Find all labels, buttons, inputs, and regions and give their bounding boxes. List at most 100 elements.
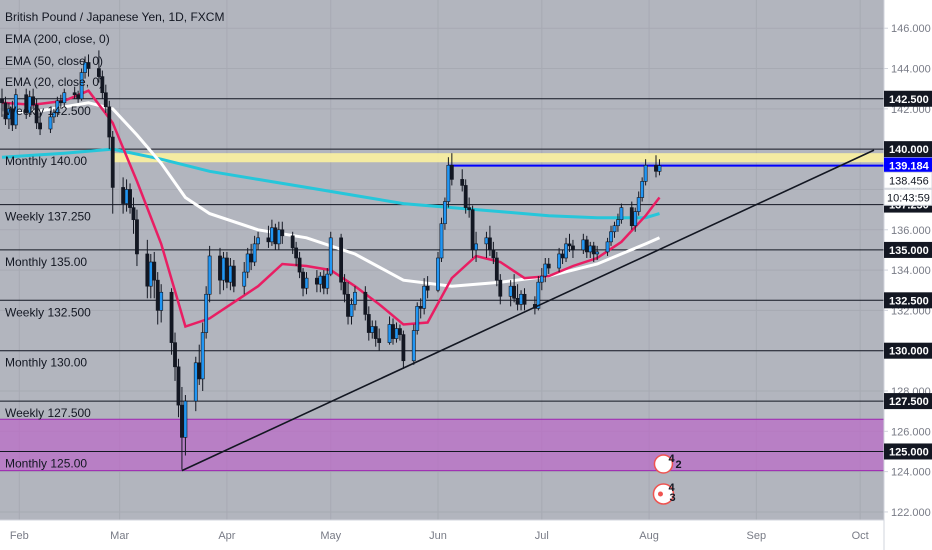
candle-body xyxy=(363,291,368,315)
candle-body xyxy=(270,227,274,243)
candle-body xyxy=(76,94,81,100)
candle-body xyxy=(13,94,18,126)
candle xyxy=(193,356,198,412)
candle-body xyxy=(31,96,36,106)
candle-body xyxy=(394,328,399,339)
indicator-ema200: EMA (200, close, 0) xyxy=(5,32,110,46)
x-tick-oct: Oct xyxy=(852,530,869,542)
indicator-ema50: EMA (50, close, 0) xyxy=(5,54,103,68)
candle-body xyxy=(591,245,596,255)
candle xyxy=(636,191,641,216)
candle-body xyxy=(266,237,271,243)
candle-body xyxy=(415,306,420,331)
candle-body xyxy=(584,239,589,253)
candle xyxy=(498,274,503,305)
candle xyxy=(231,260,236,293)
candle-body xyxy=(629,207,634,227)
candle-body xyxy=(557,253,562,269)
candle-body xyxy=(297,257,302,273)
candle xyxy=(398,324,402,341)
candle xyxy=(488,225,492,256)
ascending-trendline[interactable] xyxy=(181,149,875,472)
candle-body xyxy=(339,237,344,283)
level-label-weekly-142-500: Weekly 142.500 xyxy=(5,104,91,118)
candle xyxy=(446,157,451,208)
candle xyxy=(543,257,548,283)
candle xyxy=(62,88,67,107)
resistance-zone xyxy=(112,153,884,163)
candle-body xyxy=(349,304,354,317)
candle xyxy=(449,153,454,186)
candle-body xyxy=(564,243,568,259)
candle xyxy=(55,96,60,117)
candle-body xyxy=(498,279,503,297)
candle-body xyxy=(159,291,164,311)
event-badge-count: 4 xyxy=(668,482,675,494)
level-label-monthly-135-00: Monthly 135.00 xyxy=(5,255,87,269)
level-label-monthly-130-00: Monthly 130.00 xyxy=(5,356,87,370)
candle xyxy=(494,251,499,287)
event-badge-group-2[interactable]: 43 xyxy=(652,482,676,505)
candle-body xyxy=(616,219,620,227)
candle xyxy=(152,251,157,299)
time-axis[interactable]: Feb Mar Apr May Jun Jul Aug Sep Oct xyxy=(10,530,869,542)
candle xyxy=(377,328,382,351)
event-badge-circle[interactable] xyxy=(652,483,675,505)
candle xyxy=(242,262,247,295)
candle-body xyxy=(560,253,565,259)
ema-value-tag-text: 138.456 xyxy=(889,175,929,187)
candle-body xyxy=(304,277,309,289)
candle-body xyxy=(418,306,423,309)
candle xyxy=(290,231,295,254)
level-label-weekly-132-500: Weekly 132.500 xyxy=(5,305,91,319)
candle xyxy=(128,183,132,214)
candle-body xyxy=(169,291,174,343)
candle xyxy=(159,284,164,323)
level-label-weekly-127-500: Weekly 127.500 xyxy=(5,406,91,420)
candle xyxy=(72,86,77,99)
level-axis-tag-text: 125.000 xyxy=(889,446,929,458)
level-labels: Weekly 142.500 Monthly 140.00 Weekly 137.2… xyxy=(5,104,91,471)
candle-body xyxy=(640,181,645,198)
candle xyxy=(86,54,91,77)
support-zone xyxy=(0,419,884,471)
candle xyxy=(411,324,416,365)
candle-body xyxy=(370,326,375,333)
chart-title: British Pound / Japanese Yen, 1D, FXCM xyxy=(5,10,224,24)
level-label-monthly-125-00: Monthly 125.00 xyxy=(5,456,87,470)
y-tick-label: 142.000 xyxy=(891,104,931,116)
candle xyxy=(79,68,84,101)
candle-body xyxy=(439,223,444,259)
candle xyxy=(564,237,568,263)
candle-body xyxy=(321,275,326,289)
candle xyxy=(467,197,472,218)
candle xyxy=(38,112,42,136)
candle-body xyxy=(612,225,617,233)
x-tick-apr: Apr xyxy=(218,530,235,542)
current-price-tag-text: 139.184 xyxy=(889,161,930,173)
y-tick-label: 134.000 xyxy=(891,265,931,277)
candle xyxy=(640,177,645,202)
candle-body xyxy=(512,285,517,299)
candle-body xyxy=(443,201,447,225)
candle-body xyxy=(366,314,371,333)
candle xyxy=(256,231,260,250)
level-axis-tag xyxy=(884,241,932,258)
candle xyxy=(657,159,662,176)
candle xyxy=(294,241,299,267)
candle xyxy=(339,233,344,291)
candle-body xyxy=(124,189,129,204)
candle-body xyxy=(342,281,347,295)
event-badges[interactable]: 4 2 43 xyxy=(652,453,682,505)
candle-body xyxy=(148,261,153,287)
candle-body xyxy=(609,231,613,243)
level-axis-tag xyxy=(884,292,932,309)
candle-body xyxy=(657,165,662,172)
x-tick-jul: Jul xyxy=(535,530,549,542)
candle xyxy=(536,276,541,311)
candle-body xyxy=(588,245,593,253)
x-tick-aug: Aug xyxy=(639,530,659,542)
event-badge-circle[interactable] xyxy=(653,454,674,474)
